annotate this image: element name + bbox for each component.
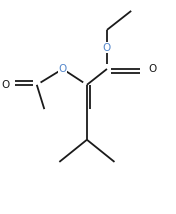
Text: O: O [148,64,156,74]
Text: O: O [59,64,67,74]
Text: O: O [103,43,111,53]
Text: O: O [1,80,9,90]
